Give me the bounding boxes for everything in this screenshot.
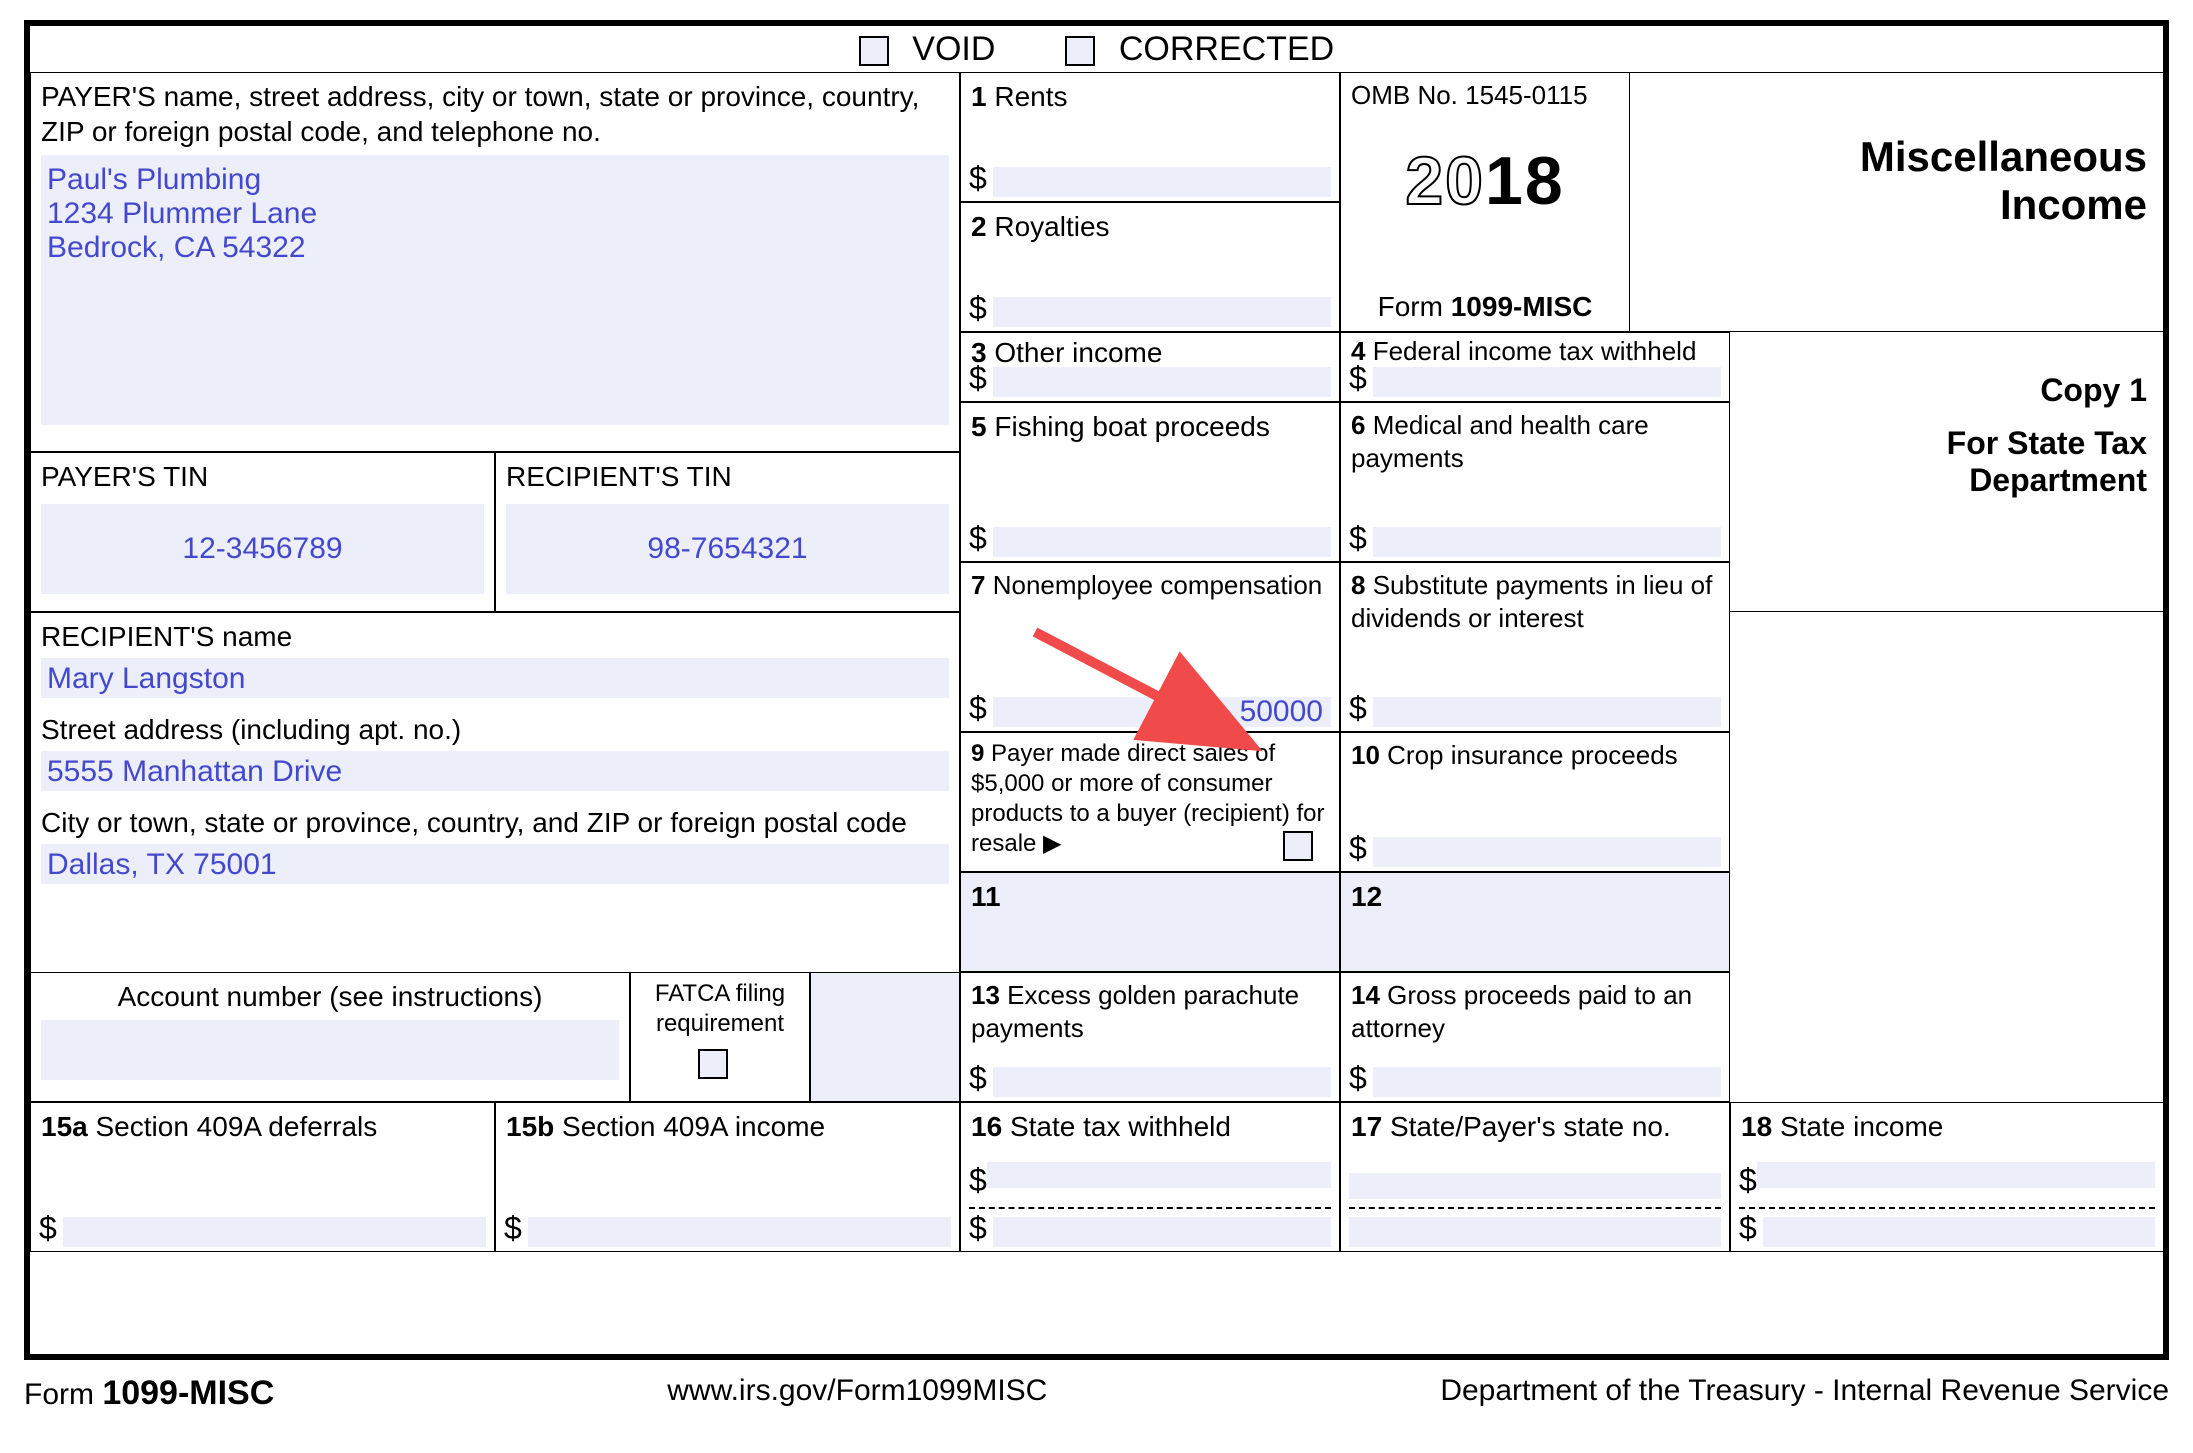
- box-4-input[interactable]: [1373, 367, 1721, 397]
- box-7-value: 50000: [993, 697, 1331, 727]
- account-number-box: Account number (see instructions): [30, 972, 630, 1102]
- fatca-box: FATCA filing requirement: [630, 972, 810, 1102]
- box-15a: 15a Section 409A deferrals $: [30, 1102, 495, 1252]
- box-10-input[interactable]: [1373, 837, 1721, 867]
- right-blank: [1730, 612, 2163, 1102]
- box-3: 3 Other income $: [960, 332, 1340, 402]
- city-value: Dallas, TX 75001: [41, 844, 949, 884]
- box-1-input[interactable]: [993, 167, 1331, 197]
- box-18: 18 State income $ $: [1730, 1102, 2163, 1252]
- recipient-tin-value: 98-7654321: [506, 504, 949, 594]
- box-17-input-2[interactable]: [1349, 1217, 1721, 1247]
- corrected-label: CORRECTED: [1119, 30, 1334, 68]
- copy-info: Copy 1 For State Tax Department: [1730, 332, 2163, 612]
- void-checkbox[interactable]: [859, 36, 889, 66]
- corrected-checkbox[interactable]: [1065, 36, 1095, 66]
- box-5: 5 Fishing boat proceeds $: [960, 402, 1340, 562]
- payer-addr1: 1234 Plummer Lane: [47, 197, 943, 231]
- omb-no: OMB No. 1545-0115: [1341, 73, 1629, 112]
- box-2-input[interactable]: [993, 297, 1331, 327]
- void-label: VOID: [912, 30, 995, 68]
- form-1099-misc: VOID CORRECTED PAYER'S name, street addr…: [24, 20, 2169, 1360]
- void-option: VOID: [859, 30, 996, 69]
- recipient-name-value: Mary Langston: [41, 658, 949, 698]
- box-15b: 15b Section 409A income $: [495, 1102, 960, 1252]
- box-11: 11: [960, 872, 1340, 972]
- box-16: 16 State tax withheld $ $: [960, 1102, 1340, 1252]
- fatca-checkbox[interactable]: [698, 1049, 728, 1079]
- box-2: 2 Royalties $: [960, 202, 1340, 332]
- spacer-cell: [810, 972, 960, 1102]
- payer-tin-value: 12-3456789: [41, 504, 484, 594]
- box-14: 14 Gross proceeds paid to an attorney $: [1340, 972, 1730, 1102]
- box-16-input-1[interactable]: [987, 1162, 1331, 1188]
- box-13: 13 Excess golden parachute payments $: [960, 972, 1340, 1102]
- payer-block-label: PAYER'S name, street address, city or to…: [31, 73, 959, 149]
- box-13-input[interactable]: [993, 1067, 1331, 1097]
- year-box: OMB No. 1545-0115 2018 Form 1099-MISC: [1340, 72, 1630, 332]
- street-value: 5555 Manhattan Drive: [41, 751, 949, 791]
- recipient-block: RECIPIENT'S name Mary Langston Street ad…: [30, 612, 960, 972]
- payer-name: Paul's Plumbing: [47, 163, 943, 197]
- box-7: 7 Nonemployee compensation $50000: [960, 562, 1340, 732]
- payer-tin-box: PAYER'S TIN 12-3456789: [30, 452, 495, 612]
- payer-city: Bedrock, CA 54322: [47, 231, 943, 265]
- form-footer: Form 1099-MISC www.irs.gov/Form1099MISC …: [24, 1374, 2169, 1413]
- box-15b-input[interactable]: [528, 1217, 951, 1247]
- box-9-checkbox[interactable]: [1283, 831, 1313, 861]
- box-4: 4 Federal income tax withheld $: [1340, 332, 1730, 402]
- box-6: 6 Medical and health care payments $: [1340, 402, 1730, 562]
- box-15a-input[interactable]: [63, 1217, 486, 1247]
- account-number-input[interactable]: [41, 1020, 619, 1080]
- top-checkbox-row: VOID CORRECTED: [30, 26, 2163, 72]
- box-3-input[interactable]: [993, 367, 1331, 397]
- recipient-tin-box: RECIPIENT'S TIN 98-7654321: [495, 452, 960, 612]
- payer-block: PAYER'S name, street address, city or to…: [30, 72, 960, 452]
- corrected-option: CORRECTED: [1065, 30, 1334, 69]
- form-title: Miscellaneous Income: [1630, 72, 2163, 332]
- box-18-input-1[interactable]: [1757, 1162, 2155, 1188]
- footer-dept: Department of the Treasury - Internal Re…: [1440, 1374, 2169, 1413]
- box-12: 12: [1340, 872, 1730, 972]
- box-9: 9 Payer made direct sales of $5,000 or m…: [960, 732, 1340, 872]
- box-17: 17 State/Payer's state no.: [1340, 1102, 1730, 1252]
- box-14-input[interactable]: [1373, 1067, 1721, 1097]
- box-17-input-1[interactable]: [1349, 1173, 1721, 1199]
- box-18-input-2[interactable]: [1763, 1217, 2155, 1247]
- footer-url: www.irs.gov/Form1099MISC: [667, 1374, 1047, 1413]
- box-1: 1 Rents $: [960, 72, 1340, 202]
- box-6-input[interactable]: [1373, 527, 1721, 557]
- box-5-input[interactable]: [993, 527, 1331, 557]
- box-10: 10 Crop insurance proceeds $: [1340, 732, 1730, 872]
- box-8: 8 Substitute payments in lieu of dividen…: [1340, 562, 1730, 732]
- box-16-input-2[interactable]: [993, 1217, 1331, 1247]
- box-8-input[interactable]: [1373, 697, 1721, 727]
